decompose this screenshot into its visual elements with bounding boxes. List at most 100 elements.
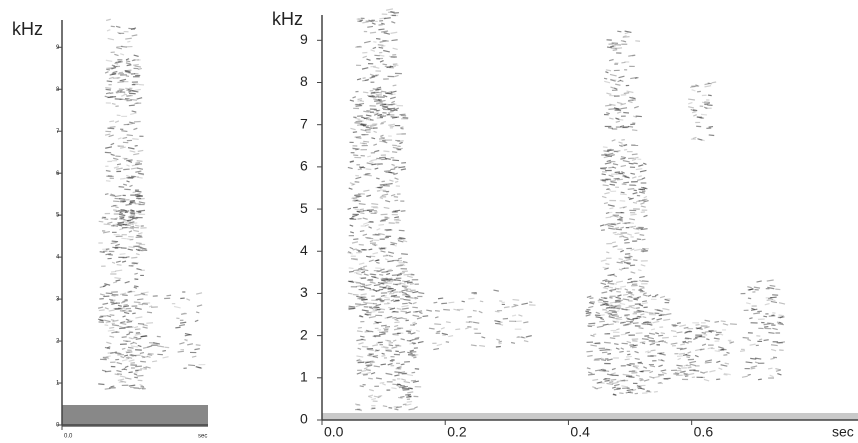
spectrogram-texture xyxy=(374,233,381,236)
spectrogram-texture xyxy=(142,326,148,329)
y-tick-label: 7 xyxy=(56,129,60,135)
spectrogram-texture xyxy=(135,163,143,166)
spectrogram-texture xyxy=(778,321,783,325)
spectrogram-texture xyxy=(121,347,126,350)
spectrogram-texture xyxy=(639,377,644,380)
spectrogram-texture xyxy=(360,128,367,132)
spectrogram-texture xyxy=(131,262,138,265)
spectrogram-texture xyxy=(612,245,618,248)
spectrogram-texture xyxy=(403,298,411,301)
spectrogram-texture xyxy=(610,288,617,291)
spectrogram-texture xyxy=(130,27,137,31)
spectrogram-texture xyxy=(409,283,414,285)
spectrogram-texture xyxy=(656,343,660,346)
spectrogram-texture xyxy=(134,278,139,281)
spectrogram-texture xyxy=(402,317,408,320)
spectrogram-texture xyxy=(612,381,619,385)
spectrogram-texture xyxy=(113,200,120,203)
spectrogram-texture xyxy=(711,81,717,84)
spectrogram-texture xyxy=(610,215,616,218)
spectrogram-texture xyxy=(356,249,361,252)
spectrogram-texture xyxy=(395,107,400,110)
spectrogram-texture xyxy=(106,346,111,349)
spectrogram-texture xyxy=(379,189,387,192)
y-tick-label: 3 xyxy=(56,297,60,303)
spectrogram-texture xyxy=(680,343,686,346)
y-tick-label: 9 xyxy=(300,31,308,47)
spectrogram-texture xyxy=(403,273,411,276)
spectrogram-texture xyxy=(132,138,139,140)
spectrogram-texture xyxy=(493,289,499,292)
spectrogram-texture xyxy=(616,178,623,181)
spectrogram-texture xyxy=(131,110,137,113)
spectrogram-texture xyxy=(356,295,363,299)
spectrogram-texture xyxy=(104,356,110,360)
spectrogram-texture xyxy=(386,284,391,288)
spectrogram-texture xyxy=(610,372,616,375)
spectrogram-texture xyxy=(604,267,609,271)
spectrogram-texture xyxy=(116,91,122,94)
spectrogram-texture xyxy=(137,298,144,301)
spectrogram-texture xyxy=(641,186,647,190)
spectrogram-texture xyxy=(392,159,400,162)
spectrogram-texture xyxy=(195,311,200,314)
spectrogram-texture xyxy=(141,355,146,358)
x-tick-label: 0.6 xyxy=(694,424,714,440)
spectrogram-texture xyxy=(391,163,395,166)
spectrogram-texture xyxy=(639,191,645,194)
spectrogram-texture xyxy=(114,217,118,220)
spectrogram-texture xyxy=(634,357,640,360)
spectrogram-texture xyxy=(374,149,380,153)
spectrogram-texture xyxy=(604,223,610,226)
spectrogram-texture xyxy=(630,344,637,348)
spectrogram-texture xyxy=(775,367,781,371)
spectrogram-texture xyxy=(601,351,608,354)
spectrogram-texture xyxy=(365,236,371,239)
spectrogram-texture xyxy=(364,330,371,333)
spectrogram-texture xyxy=(371,203,379,206)
spectrogram-texture xyxy=(380,136,386,139)
spectrogram-texture xyxy=(685,330,691,333)
spectrogram-texture xyxy=(123,368,128,371)
spectrogram-texture xyxy=(111,66,117,70)
spectrogram-texture xyxy=(382,383,386,386)
spectrogram-texture xyxy=(194,348,200,351)
spectrogram-texture xyxy=(602,369,610,372)
spectrogram-texture xyxy=(516,336,520,339)
spectrogram-texture xyxy=(119,375,126,378)
spectrogram-texture xyxy=(594,369,602,372)
spectrogram-texture xyxy=(615,47,623,50)
spectrogram-texture xyxy=(125,62,131,65)
spectrogram-texture xyxy=(605,216,612,219)
spectrogram-texture xyxy=(131,222,138,225)
spectrogram-texture xyxy=(414,336,420,340)
spectrogram-texture xyxy=(368,95,375,99)
spectrogram-texture xyxy=(359,385,364,388)
spectrogram-texture xyxy=(640,228,648,231)
x-tick-label: 0.2 xyxy=(447,424,467,440)
spectrogram-texture xyxy=(195,366,202,369)
spectrogram-texture xyxy=(652,320,660,324)
spectrogram-texture xyxy=(610,153,616,157)
spectrogram-texture xyxy=(380,294,385,298)
spectrogram-texture xyxy=(401,378,407,381)
spectrogram-texture xyxy=(114,120,120,124)
spectrogram-texture xyxy=(374,259,380,262)
spectrogram-texture xyxy=(499,323,504,326)
spectrogram-texture xyxy=(607,273,615,277)
spectrogram-texture xyxy=(610,79,616,82)
spectrogram-texture xyxy=(637,361,642,364)
spectrogram-texture xyxy=(777,372,782,376)
spectrogram-texture xyxy=(394,74,399,78)
spectrogram-texture xyxy=(610,378,617,381)
spectrogram-texture xyxy=(694,335,703,338)
spectrogram-texture xyxy=(386,182,393,186)
y-tick-label: 4 xyxy=(56,255,60,261)
spectrogram-texture xyxy=(377,329,382,331)
spectrogram-texture xyxy=(374,211,378,214)
spectrogram-texture xyxy=(393,279,401,282)
spectrogram-texture xyxy=(704,330,710,333)
spectrogram-texture xyxy=(354,45,361,48)
spectrogram-texture xyxy=(107,37,115,41)
spectrogram-texture xyxy=(390,241,398,245)
